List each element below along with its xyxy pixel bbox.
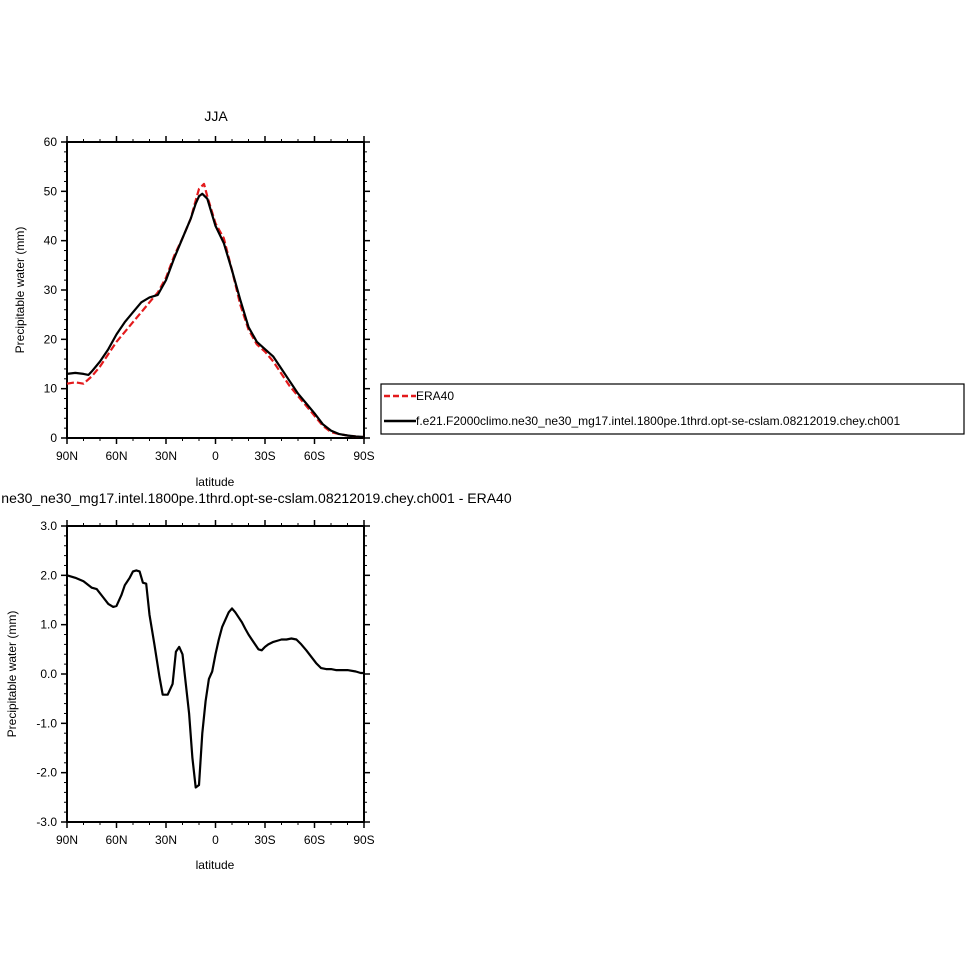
bottom-y-ticks: -3.0 -2.0 -1.0 0.0 1.0 2.0 3.0 [36, 519, 370, 829]
top-plot-frame [66, 141, 365, 439]
bottom-x-tick-label: 90N [56, 833, 78, 847]
bottom-x-tick-label: 60S [304, 833, 325, 847]
top-y-tick-label: 20 [44, 332, 58, 346]
top-x-tick-label: 0 [212, 449, 219, 463]
legend-box [380, 383, 965, 435]
top-series-line-1 [66, 192, 365, 439]
bottom-y-tick-label: 3.0 [40, 519, 57, 533]
top-x-tick-label: 90N [56, 449, 78, 463]
bottom-y-tick-label: 1.0 [40, 618, 57, 632]
top-y-tick-label: 40 [44, 234, 58, 248]
bottom-y-axis-label: Precipitable water (mm) [5, 611, 19, 738]
top-y-ticks: 0 10 20 30 40 50 60 [44, 135, 370, 445]
top-panel: JJA 0 10 20 30 40 50 60 90N 60N 30N 0 30S 60S 90S la… [13, 108, 965, 489]
top-y-tick-label: 0 [50, 431, 57, 445]
bottom-x-tick-label: 90S [353, 833, 374, 847]
bottom-x-ticks: 90N 60N 30N 0 30S 60S 90S [56, 520, 375, 847]
bottom-x-tick-label: 60N [105, 833, 127, 847]
bottom-y-tick-label: -2.0 [36, 766, 57, 780]
bottom-y-tick-label: 0.0 [40, 667, 57, 681]
top-series-lines [66, 182, 365, 439]
top-x-tick-label: 30N [155, 449, 177, 463]
legend-label-model: f.e21.F2000climo.ne30_ne30_mg17.intel.18… [416, 414, 900, 428]
bottom-y-tick-label: 2.0 [40, 568, 57, 582]
top-y-tick-label: 30 [44, 283, 58, 297]
bottom-x-axis-label: latitude [196, 858, 235, 872]
top-title: JJA [204, 108, 228, 124]
top-x-axis-label: latitude [196, 475, 235, 489]
bottom-x-tick-label: 30N [155, 833, 177, 847]
bottom-title: f.e21.F2000climo.ne30_ne30_mg17.intel.18… [0, 490, 512, 506]
top-x-tick-label: 60S [304, 449, 325, 463]
legend-label-era40: ERA40 [416, 389, 454, 403]
bottom-panel: f.e21.F2000climo.ne30_ne30_mg17.intel.18… [0, 490, 512, 872]
top-x-tick-label: 30S [254, 449, 275, 463]
top-x-ticks: 90N 60N 30N 0 30S 60S 90S [56, 136, 375, 463]
bottom-y-tick-label: -1.0 [36, 716, 57, 730]
bottom-series-line-0 [66, 569, 364, 789]
top-y-tick-label: 50 [44, 184, 58, 198]
top-y-tick-label: 10 [44, 382, 58, 396]
legend: ERA40 f.e21.F2000climo.ne30_ne30_mg17.in… [380, 383, 965, 435]
top-y-axis-label: Precipitable water (mm) [13, 227, 27, 354]
top-series-line-0 [66, 182, 365, 439]
top-x-tick-label: 90S [353, 449, 374, 463]
bottom-plot-frame [66, 525, 365, 823]
top-y-tick-label: 60 [44, 135, 58, 149]
bottom-x-tick-label: 0 [212, 833, 219, 847]
top-x-tick-label: 60N [105, 449, 127, 463]
bottom-series-lines [66, 569, 364, 789]
bottom-y-tick-label: -3.0 [36, 815, 57, 829]
bottom-x-tick-label: 30S [254, 833, 275, 847]
